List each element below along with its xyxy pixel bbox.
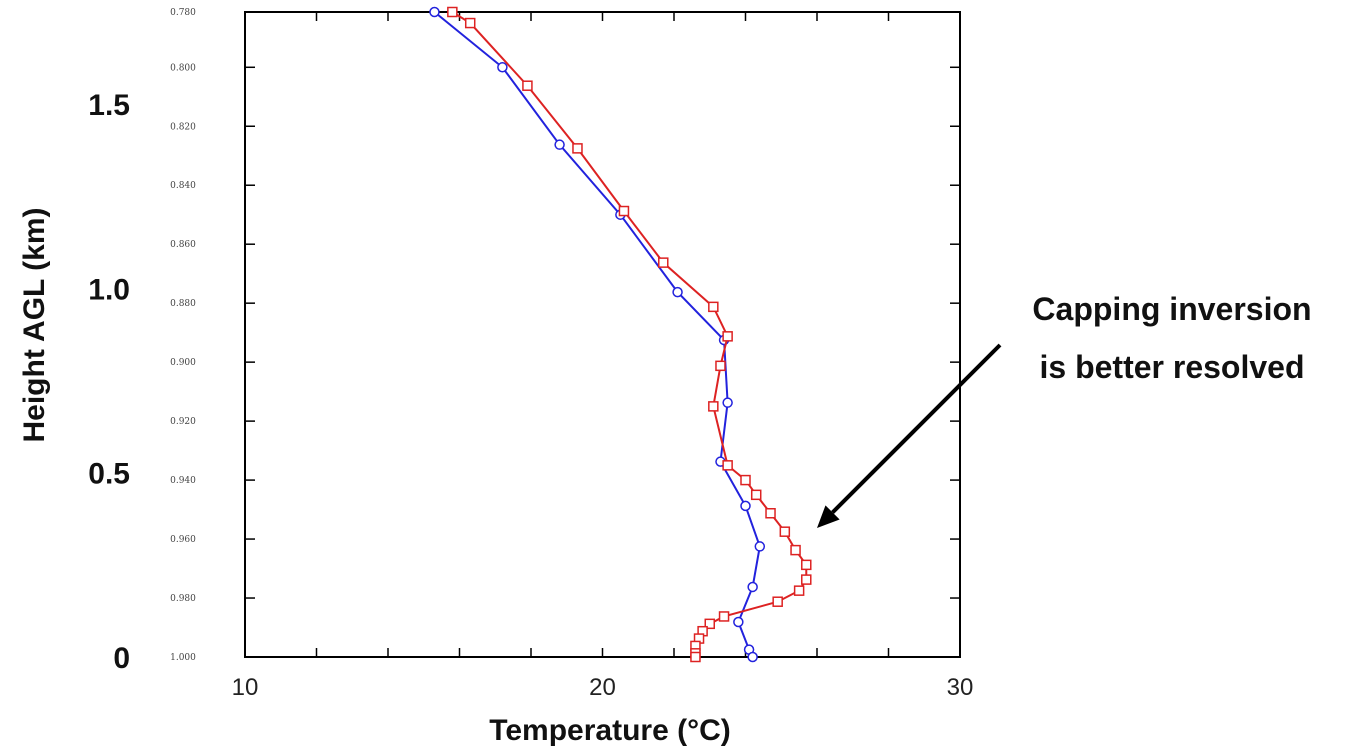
data-point: [618, 205, 630, 217]
data-point: [718, 611, 730, 622]
data-point: [740, 500, 751, 512]
data-point: [747, 581, 758, 593]
plot-frame: [244, 11, 961, 658]
sigma-tick-label: 0.780: [170, 8, 196, 18]
series-0: [429, 6, 766, 663]
y-axis-label: Height AGL (km): [18, 207, 51, 442]
data-point: [733, 616, 744, 628]
sigma-tick-label: 0.800: [170, 63, 196, 73]
data-point: [464, 17, 476, 29]
data-point: [690, 651, 701, 663]
series-line: [433, 11, 761, 658]
sigma-tick-label: 0.820: [170, 122, 196, 132]
annotation-line-1: Capping inversion: [1032, 291, 1311, 327]
data-point: [715, 360, 726, 372]
data-point: [790, 544, 801, 556]
annotation-line-2: is better resolved: [1040, 349, 1305, 385]
data-point: [722, 460, 733, 471]
series-line: [451, 11, 808, 657]
x-tick-labels: 10 20 30: [232, 674, 974, 701]
tick-marks: [244, 12, 961, 657]
arrow-head: [817, 505, 840, 528]
sigma-tick-label: 0.900: [170, 358, 196, 368]
x-tick-label: 10: [232, 674, 259, 701]
y-tick-label: 1.0: [88, 273, 130, 306]
x-tick-label: 30: [947, 674, 974, 701]
sigma-tick-label: 0.980: [170, 594, 196, 604]
data-point: [554, 139, 565, 150]
data-point: [801, 559, 812, 571]
data-point: [754, 541, 766, 552]
series-1: [447, 6, 812, 663]
y-tick-label: 0.5: [88, 458, 130, 491]
sigma-tick-label: 0.940: [170, 476, 196, 486]
data-point: [740, 474, 751, 486]
series-group: [429, 6, 812, 663]
data-point: [772, 596, 783, 607]
data-point: [765, 508, 776, 519]
data-point: [522, 80, 533, 91]
data-point: [429, 6, 440, 18]
y-tick-labels: 0 0.5 1.0 1.5: [88, 89, 130, 675]
data-point: [672, 286, 683, 298]
data-point: [572, 143, 583, 154]
data-point: [722, 397, 733, 408]
x-axis-label: Temperature (°C): [489, 714, 730, 747]
annotation-arrow: [817, 343, 1002, 528]
data-point: [497, 62, 508, 73]
sigma-tick-label: 1.000: [170, 653, 196, 663]
data-point: [658, 257, 669, 268]
data-point: [704, 618, 715, 630]
data-point: [793, 585, 805, 596]
data-point: [747, 651, 758, 663]
data-point: [722, 331, 733, 342]
data-point: [447, 6, 458, 18]
data-point: [801, 574, 812, 585]
y-tick-label: 0: [113, 642, 130, 675]
sigma-tick-label: 0.960: [170, 535, 196, 545]
sigma-tick-labels: 0.780 0.800 0.820 0.840 0.860 0.880 0.900 0.920…: [170, 8, 960, 663]
arrow-shaft: [831, 343, 1002, 514]
x-tick-label: 20: [589, 674, 616, 701]
sigma-tick-label: 0.920: [170, 417, 196, 427]
data-point: [708, 301, 719, 313]
y-tick-label: 1.5: [88, 89, 130, 122]
data-point: [750, 489, 762, 501]
data-point: [779, 526, 791, 537]
data-point: [708, 401, 719, 412]
sigma-tick-label: 0.880: [170, 299, 196, 309]
sigma-tick-label: 0.840: [170, 181, 196, 191]
sigma-tick-label: 0.860: [170, 240, 196, 250]
